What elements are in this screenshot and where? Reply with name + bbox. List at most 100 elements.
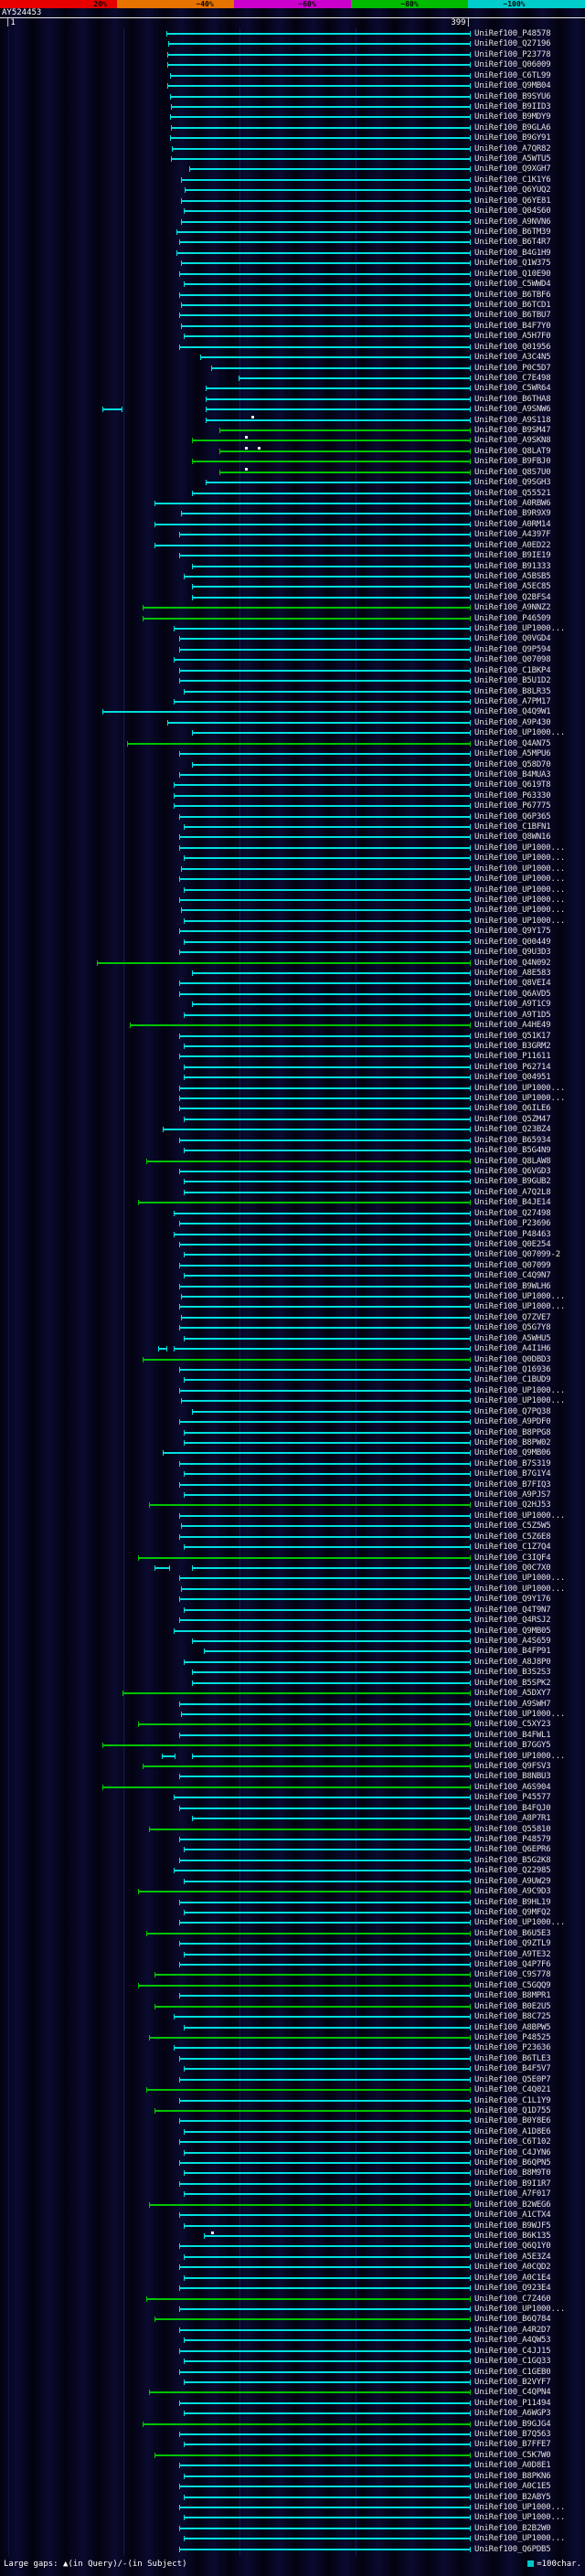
alignment-bar[interactable]	[183, 1544, 472, 1551]
alignment-bar[interactable]	[178, 270, 472, 277]
hit-label[interactable]: UniRef100_B5SPK2	[474, 1678, 551, 1688]
hit-label[interactable]: UniRef100_B8M9T0	[474, 2168, 551, 2178]
hit-label[interactable]: UniRef100_B9WJF5	[474, 2221, 551, 2231]
hit-label[interactable]: UniRef100_UP1000...	[474, 1751, 566, 1761]
alignment-bar[interactable]	[173, 1868, 472, 1874]
hit-label[interactable]: UniRef100_A4397F	[474, 530, 551, 540]
hit-label[interactable]: UniRef100_Q55810	[474, 1824, 551, 1834]
alignment-bar[interactable]	[203, 1648, 472, 1655]
hit-label[interactable]: UniRef100_A1CTX4	[474, 2210, 551, 2221]
hit-label[interactable]: UniRef100_B6THA8	[474, 394, 551, 404]
hit-label[interactable]: UniRef100_A9SNW6	[474, 405, 551, 415]
alignment-bar[interactable]	[138, 1200, 471, 1206]
alignment-bar[interactable]	[154, 2107, 471, 2114]
alignment-bar[interactable]	[170, 103, 471, 110]
alignment-bar[interactable]	[178, 1106, 472, 1112]
hit-label[interactable]: UniRef100_B8LR35	[474, 686, 551, 696]
hit-label[interactable]: UniRef100_A9T1C9	[474, 1000, 551, 1010]
alignment-bar[interactable]	[183, 208, 472, 215]
hit-label[interactable]: UniRef100_B9GJG4	[474, 2419, 551, 2429]
alignment-bar[interactable]	[167, 83, 471, 90]
hit-label[interactable]: UniRef100_UP1000...	[474, 1083, 566, 1093]
alignment-bar[interactable]	[181, 1711, 471, 1717]
hit-label[interactable]: UniRef100_Q4N092	[474, 958, 551, 968]
alignment-bar[interactable]	[143, 1356, 471, 1362]
alignment-bar[interactable]	[178, 2348, 472, 2354]
alignment-bar[interactable]	[178, 1512, 472, 1519]
alignment-bar[interactable]	[178, 1481, 472, 1488]
alignment-bar[interactable]	[183, 2359, 472, 2365]
hit-label[interactable]: UniRef100_A0RBW6	[474, 498, 551, 508]
hit-label[interactable]: UniRef100_Q9MB06	[474, 1448, 551, 1458]
alignment-bar[interactable]	[178, 1899, 472, 1905]
hit-label[interactable]: UniRef100_B6QPN5	[474, 2158, 551, 2168]
alignment-bar[interactable]	[178, 646, 472, 652]
alignment-bar[interactable]	[148, 2201, 472, 2208]
alignment-bar[interactable]	[178, 1033, 472, 1039]
hit-label[interactable]: UniRef100_Q10E90	[474, 269, 551, 279]
alignment-bar[interactable]	[178, 1836, 472, 1842]
alignment-bar[interactable]	[101, 709, 472, 716]
alignment-bar[interactable]	[181, 323, 471, 329]
hit-label[interactable]: UniRef100_A8J8P0	[474, 1657, 551, 1667]
hit-label[interactable]: UniRef100_B9WLH6	[474, 1281, 551, 1291]
hit-label[interactable]: UniRef100_B5G2K8	[474, 1855, 551, 1865]
hit-label[interactable]: UniRef100_UP1000...	[474, 853, 566, 864]
hit-label[interactable]: UniRef100_UP1000...	[474, 728, 566, 738]
alignment-bar[interactable]	[183, 1012, 472, 1018]
hit-label[interactable]: UniRef100_Q0VGD4	[474, 634, 551, 644]
alignment-bar[interactable]	[183, 886, 472, 893]
hit-label[interactable]: UniRef100_P48525	[474, 2033, 551, 2042]
alignment-bar[interactable]	[178, 1774, 472, 1780]
hit-label[interactable]: UniRef100_B8C725	[474, 2012, 551, 2022]
alignment-bar[interactable]	[181, 907, 471, 914]
alignment-bar[interactable]	[181, 1314, 471, 1320]
hit-label[interactable]: UniRef100_A9PJS7	[474, 1490, 551, 1500]
alignment-bar[interactable]	[178, 2243, 472, 2250]
hit-label[interactable]: UniRef100_B6U5E3	[474, 1928, 551, 1938]
hit-label[interactable]: UniRef100_UP1000...	[474, 1292, 566, 1302]
hit-label[interactable]: UniRef100_A4R2D7	[474, 2325, 551, 2335]
hit-label[interactable]: UniRef100_Q1W375	[474, 259, 551, 269]
hit-label[interactable]: UniRef100_Q8S7U0	[474, 467, 551, 477]
alignment-bar[interactable]	[183, 1252, 472, 1258]
alignment-bar[interactable]	[183, 2170, 472, 2177]
hit-label[interactable]: UniRef100_Q23BZ4	[474, 1125, 551, 1135]
hit-label[interactable]: UniRef100_Q6ILE6	[474, 1104, 551, 1114]
alignment-bar[interactable]	[170, 124, 471, 131]
hit-label[interactable]: UniRef100_Q9SGH3	[474, 478, 551, 488]
hit-label[interactable]: UniRef100_C6TL99	[474, 70, 551, 80]
hit-label[interactable]: UniRef100_C5WR64	[474, 384, 551, 394]
alignment-bar[interactable]	[165, 31, 472, 37]
alignment-bar[interactable]	[206, 396, 471, 402]
alignment-bar[interactable]	[178, 928, 472, 935]
alignment-bar[interactable]	[178, 991, 472, 997]
hit-label[interactable]: UniRef100_C7E498	[474, 373, 551, 383]
alignment-bar[interactable]	[173, 1627, 472, 1634]
alignment-bar[interactable]	[185, 187, 471, 194]
hit-label[interactable]: UniRef100_B3GRM2	[474, 1041, 551, 1051]
hit-label[interactable]: UniRef100_Q8LAW8	[474, 1156, 551, 1166]
alignment-bar[interactable]	[167, 719, 471, 726]
hit-label[interactable]: UniRef100_A0CQD2	[474, 2263, 551, 2273]
hit-label[interactable]: UniRef100_UP1000...	[474, 1709, 566, 1719]
alignment-bar[interactable]	[178, 2180, 472, 2187]
alignment-bar[interactable]	[183, 1377, 472, 1383]
hit-label[interactable]: UniRef100_UP1000...	[474, 2513, 566, 2523]
alignment-bar[interactable]	[173, 803, 472, 810]
hit-label[interactable]: UniRef100_Q2BFS4	[474, 592, 551, 602]
hit-label[interactable]: UniRef100_Q27498	[474, 1208, 551, 1218]
hit-label[interactable]: UniRef100_C1BKP4	[474, 665, 551, 675]
hit-label[interactable]: UniRef100_B5G4N9	[474, 1146, 551, 1156]
hit-label[interactable]: UniRef100_P11611	[474, 1052, 551, 1062]
alignment-bar[interactable]	[183, 1909, 472, 1915]
hit-label[interactable]: UniRef100_UP1000...	[474, 2304, 566, 2314]
hit-label[interactable]: UniRef100_B6K135	[474, 2231, 551, 2242]
hit-label[interactable]: UniRef100_A7F017	[474, 2189, 551, 2200]
alignment-bar[interactable]	[168, 41, 471, 48]
hit-label[interactable]: UniRef100_P45577	[474, 1793, 551, 1803]
alignment-bar[interactable]	[178, 2327, 472, 2333]
alignment-bar[interactable]	[178, 1262, 472, 1268]
alignment-bar[interactable]	[183, 1471, 472, 1478]
hit-label[interactable]: UniRef100_B9SM47	[474, 426, 551, 436]
